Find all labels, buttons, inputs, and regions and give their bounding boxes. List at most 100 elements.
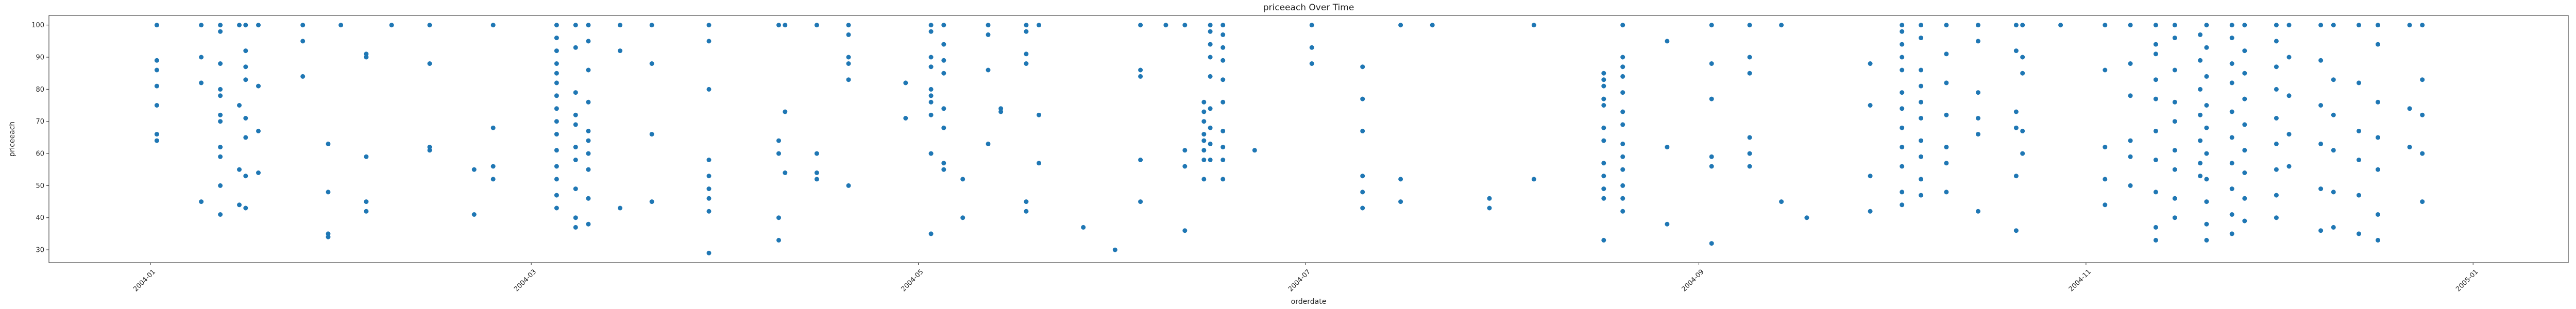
data-point [1221,177,1226,182]
data-point [2274,116,2279,121]
data-point [2229,61,2234,66]
data-point [618,48,623,54]
data-point [218,212,223,217]
data-point [986,141,991,146]
data-point [846,23,851,28]
data-point [928,99,934,105]
data-point [2153,128,2158,133]
data-point [1487,205,1492,211]
data-point [1620,90,1625,95]
data-point [1163,23,1168,28]
data-point [1601,77,1606,82]
y-tick-label: 60 [36,150,44,158]
data-point [998,109,1004,114]
data-points [154,23,2425,255]
data-point [1779,199,1784,204]
data-point [1665,221,1670,227]
data-point [256,128,261,133]
data-point [2153,77,2158,82]
data-point [586,99,591,105]
data-point [986,67,991,73]
data-point [2229,23,2234,28]
data-point [1900,190,1905,195]
data-point [1221,77,1226,82]
data-point [1919,23,1924,28]
data-point [2376,23,2380,28]
data-point [783,109,788,114]
data-point [218,183,223,188]
data-point [2286,55,2292,60]
data-point [941,167,946,172]
data-point [846,32,851,37]
data-point [1900,164,1905,169]
data-point [1138,199,1143,204]
data-point [2357,231,2361,236]
data-point [300,23,306,28]
data-point [2172,167,2177,172]
data-point [2103,145,2108,150]
data-point [2357,23,2361,28]
data-point [1601,103,1606,108]
data-point [2407,145,2412,150]
data-point [2204,74,2209,79]
data-point [154,67,159,73]
data-point [1601,71,1606,76]
data-point [1398,177,1403,182]
data-point [243,64,248,70]
data-point [2204,199,2209,204]
data-point [573,112,578,117]
data-point [1747,71,1752,76]
data-point [554,36,559,41]
data-point [2318,228,2324,233]
data-point [2242,122,2247,127]
data-point [1620,154,1625,159]
data-point [2274,39,2279,44]
data-point [1601,125,1606,130]
data-point [2103,23,2108,28]
data-point [1709,23,1714,28]
data-point [2103,177,2108,182]
data-point [1221,128,1226,133]
data-point [928,64,934,70]
data-point [573,225,578,230]
data-point [903,116,908,121]
data-point [1868,103,1873,108]
data-point [2286,93,2292,98]
data-point [1252,148,1257,153]
data-point [2242,48,2247,54]
data-point [2103,202,2108,208]
data-point [2172,148,2177,153]
data-point [2242,96,2247,101]
data-point [1976,39,1980,44]
data-point [2242,148,2247,153]
data-point [2153,225,2158,230]
data-point [2274,215,2279,220]
data-point [1182,228,1188,233]
data-point [2274,64,2279,70]
data-point [1309,23,1314,28]
data-point [2204,103,2209,108]
data-point [2013,109,2019,114]
data-point [1531,177,1536,182]
data-point [2153,237,2158,243]
data-point [243,135,248,140]
data-point [846,55,851,60]
data-point [2020,71,2025,76]
y-tick-label: 40 [36,214,44,222]
data-point [1944,52,1949,57]
data-point [586,128,591,133]
data-point [2376,237,2380,243]
data-point [1709,61,1714,66]
data-point [2229,109,2234,114]
data-point [2331,225,2336,230]
data-point [2172,67,2177,73]
data-point [2242,71,2247,76]
data-point [1709,154,1714,159]
data-point [1208,74,1213,79]
data-point [427,145,432,150]
data-point [2198,58,2203,63]
data-point [427,61,432,66]
data-point [1221,23,1226,28]
data-point [1900,202,1905,208]
